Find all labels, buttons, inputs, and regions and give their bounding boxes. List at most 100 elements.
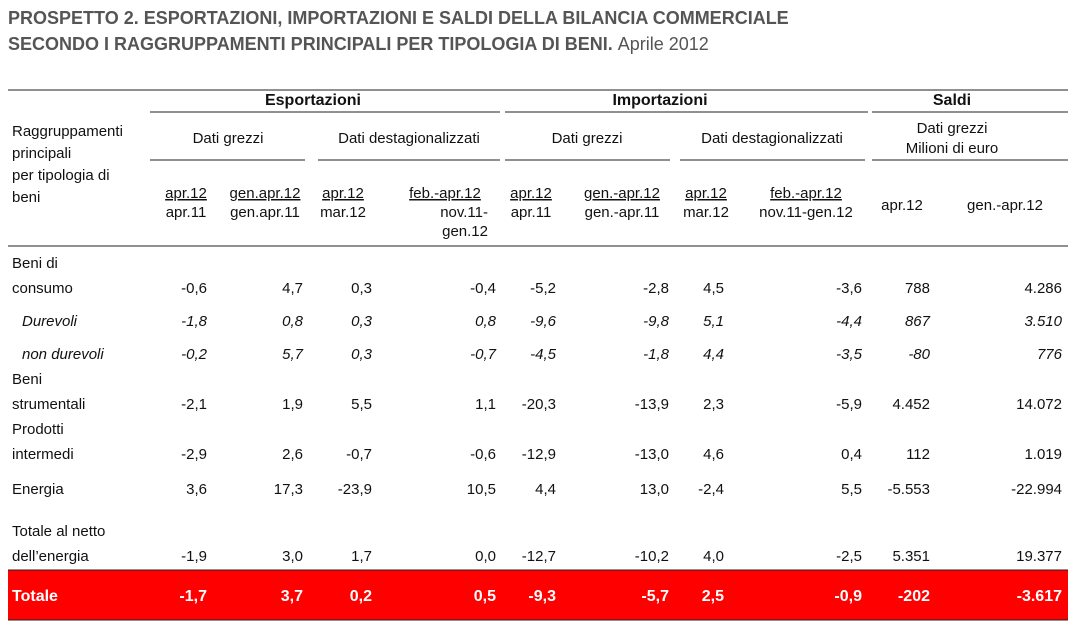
column-header: apr.12 — [165, 185, 207, 202]
cell-value: 0,8 — [282, 313, 304, 330]
row-label: strumentali — [12, 396, 85, 413]
cell-value: -5,2 — [530, 280, 556, 297]
cell-value: -0,7 — [470, 346, 497, 363]
cell-value: 112 — [906, 446, 930, 463]
row-header: per tipologia di — [12, 167, 110, 184]
title-line: PROSPETTO 2. ESPORTAZIONI, IMPORTAZIONI … — [8, 8, 789, 28]
cell-value: -4,4 — [836, 313, 862, 330]
cell-value: 1,9 — [282, 396, 303, 413]
cell-value: -0,7 — [346, 446, 372, 463]
column-header: gen.-apr.12 — [584, 185, 660, 202]
cell-value: -5,7 — [641, 588, 669, 605]
cell-value: 19.377 — [1016, 548, 1062, 565]
cell-value: 3.510 — [1024, 313, 1062, 330]
cell-value: 5,7 — [282, 346, 304, 363]
row-header: principali — [12, 145, 71, 162]
cell-value: 1.019 — [1024, 446, 1062, 463]
cell-value: 4,5 — [703, 280, 724, 297]
cell-value: 0,4 — [841, 446, 862, 463]
group-header: Importazioni — [612, 92, 707, 109]
cell-value: 5,5 — [841, 481, 862, 498]
cell-value: 4,6 — [703, 446, 724, 463]
cell-value: -2,8 — [643, 280, 669, 297]
cell-value: 2,5 — [702, 588, 724, 605]
subgroup-header: Dati grezzi — [193, 130, 264, 147]
cell-value: -9,8 — [643, 313, 670, 330]
cell-value: 1,1 — [475, 396, 496, 413]
column-header: feb.-apr.12 — [770, 185, 842, 202]
cell-value: 0,3 — [351, 280, 372, 297]
cell-value: -3,6 — [836, 280, 862, 297]
column-header: apr.11 — [511, 204, 552, 221]
cell-value: 0,0 — [475, 548, 496, 565]
cell-value: 4.452 — [892, 396, 930, 413]
cell-value: 4.286 — [1024, 280, 1062, 297]
title-text: SECONDO I RAGGRUPPAMENTI PRINCIPALI PER … — [8, 34, 613, 54]
subgroup-header: Dati destagionalizzati — [701, 130, 843, 147]
cell-value: 788 — [905, 280, 930, 297]
cell-value: -9,3 — [528, 588, 556, 605]
cell-value: 13,0 — [640, 481, 669, 498]
cell-value: 0,3 — [351, 313, 373, 330]
column-header: nov.11- — [440, 204, 488, 221]
column-header: apr.12 — [510, 185, 552, 202]
title-period: Aprile 2012 — [618, 34, 709, 54]
cell-value: 4,7 — [282, 280, 303, 297]
row-label: intermedi — [12, 446, 74, 463]
cell-value: -1,8 — [643, 346, 670, 363]
title-line: SECONDO I RAGGRUPPAMENTI PRINCIPALI PER … — [8, 34, 709, 54]
cell-value: -202 — [898, 588, 930, 605]
column-header: nov.11-gen.12 — [759, 204, 853, 221]
group-header: Saldi — [933, 92, 971, 109]
column-header: apr.12 — [685, 185, 727, 202]
cell-value: 14.072 — [1016, 396, 1062, 413]
row-label: Beni — [12, 371, 42, 388]
subgroup-header: Milioni di euro — [906, 140, 999, 157]
cell-value: -4,5 — [530, 346, 557, 363]
cell-value: -2,4 — [698, 481, 724, 498]
cell-value: -3,5 — [836, 346, 863, 363]
cell-value: 4,4 — [535, 481, 556, 498]
total-band — [8, 570, 1068, 620]
cell-value: -12,7 — [522, 548, 556, 565]
cell-value: -0,9 — [834, 588, 862, 605]
cell-value: 3,0 — [282, 548, 303, 565]
column-header: feb.-apr.12 — [409, 185, 481, 202]
cell-value: -0,4 — [470, 280, 496, 297]
cell-value: -0,6 — [181, 280, 207, 297]
cell-value: -12,9 — [522, 446, 556, 463]
cell-value: 0,2 — [350, 588, 372, 605]
cell-value: 0,8 — [475, 313, 497, 330]
cell-value: -10,2 — [635, 548, 669, 565]
cell-value: -0,2 — [181, 346, 208, 363]
subgroup-header: Dati grezzi — [917, 120, 988, 137]
cell-value: 776 — [1037, 346, 1063, 363]
cell-value: 4,4 — [703, 346, 724, 363]
row-label: non durevoli — [22, 346, 104, 363]
column-header: gen.12 — [442, 223, 488, 240]
subgroup-header: Dati grezzi — [552, 130, 623, 147]
cell-value: 4,0 — [703, 548, 724, 565]
cell-value: 5.351 — [892, 548, 930, 565]
cell-value: -23,9 — [338, 481, 372, 498]
cell-value: 3,7 — [281, 588, 303, 605]
column-header: mar.12 — [683, 204, 729, 221]
subgroup-header: Dati destagionalizzati — [338, 130, 480, 147]
cell-value: -1,7 — [179, 588, 207, 605]
cell-value: -0,6 — [470, 446, 496, 463]
row-label: dell’energia — [12, 548, 89, 565]
cell-value: 10,5 — [467, 481, 496, 498]
row-label: Prodotti — [12, 421, 64, 438]
cell-value: -80 — [908, 346, 930, 363]
cell-value: 2,3 — [703, 396, 724, 413]
cell-value: -9,6 — [530, 313, 557, 330]
cell-value: -1,9 — [181, 548, 207, 565]
cell-value: -1,8 — [181, 313, 208, 330]
cell-value: -3.617 — [1017, 588, 1062, 605]
cell-value: 2,6 — [282, 446, 303, 463]
cell-value: -13,9 — [635, 396, 669, 413]
cell-value: -2,5 — [836, 548, 862, 565]
cell-value: 3,6 — [186, 481, 207, 498]
column-header: gen.-apr.11 — [585, 204, 660, 221]
